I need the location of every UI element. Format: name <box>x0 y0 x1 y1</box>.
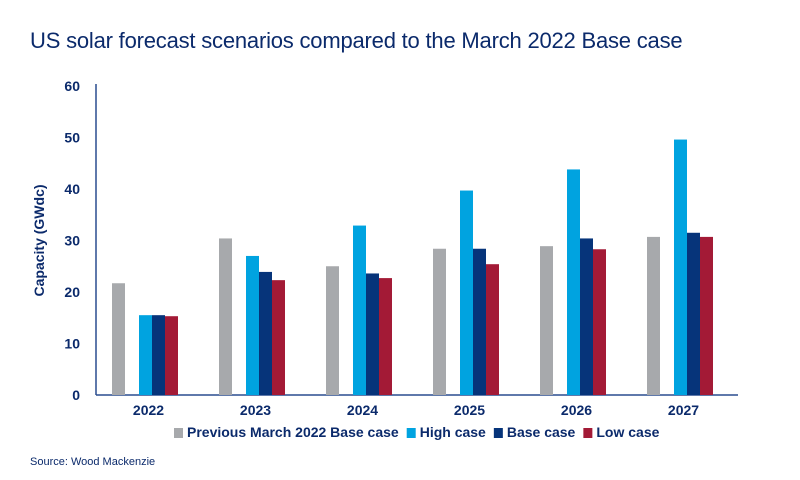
legend-label: Base case <box>507 424 576 440</box>
x-tick-label: 2024 <box>347 402 378 418</box>
bar-base-case-2026 <box>580 238 593 395</box>
bar-high-case-2027 <box>674 139 687 395</box>
legend-swatch <box>406 428 416 438</box>
bar-low-case-2025 <box>486 264 499 395</box>
y-tick-label: 60 <box>64 78 80 94</box>
x-tick-label: 2027 <box>668 402 699 418</box>
y-tick-label: 0 <box>72 387 80 403</box>
legend-label: Previous March 2022 Base case <box>187 424 399 440</box>
bar-base-case-2023 <box>259 271 272 395</box>
x-tick-label: 2023 <box>240 402 271 418</box>
chart-title: US solar forecast scenarios compared to … <box>30 28 683 53</box>
bar-low-case-2027 <box>700 236 713 395</box>
bar-previous-march-2022-base-case-2023 <box>219 238 232 395</box>
bar-low-case-2023 <box>272 280 285 395</box>
legend-swatch <box>493 428 503 438</box>
source-note: Source: Wood Mackenzie <box>30 456 156 468</box>
legend-swatch <box>174 428 183 438</box>
y-axis-label: Capacity (GWdc) <box>31 184 47 296</box>
y-tick-label: 10 <box>64 336 80 352</box>
bar-high-case-2024 <box>353 225 366 395</box>
bar-previous-march-2022-base-case-2025 <box>433 248 446 395</box>
x-tick-label: 2022 <box>133 402 164 418</box>
y-tick-label: 50 <box>64 130 80 146</box>
bar-high-case-2023 <box>246 255 259 395</box>
x-tick-label: 2026 <box>561 402 592 418</box>
legend-swatch <box>583 428 593 438</box>
y-tick-label: 20 <box>64 284 80 300</box>
bar-base-case-2022 <box>152 315 165 395</box>
bar-base-case-2027 <box>687 232 700 395</box>
bar-low-case-2026 <box>593 249 606 395</box>
y-tick-label: 30 <box>64 233 80 249</box>
bar-high-case-2022 <box>139 315 152 395</box>
bar-previous-march-2022-base-case-2022 <box>112 283 125 395</box>
legend-label: High case <box>420 424 486 440</box>
x-tick-label: 2025 <box>454 402 485 418</box>
bar-low-case-2024 <box>379 278 392 395</box>
bar-high-case-2025 <box>460 190 473 395</box>
bar-base-case-2024 <box>366 273 379 395</box>
bar-previous-march-2022-base-case-2026 <box>540 246 553 395</box>
bar-previous-march-2022-base-case-2024 <box>326 266 339 395</box>
bar-low-case-2022 <box>165 316 178 395</box>
bar-high-case-2026 <box>567 169 580 395</box>
bar-previous-march-2022-base-case-2027 <box>647 236 660 395</box>
legend-label: Low case <box>596 424 659 440</box>
y-tick-label: 40 <box>64 181 80 197</box>
bar-base-case-2025 <box>473 248 486 395</box>
